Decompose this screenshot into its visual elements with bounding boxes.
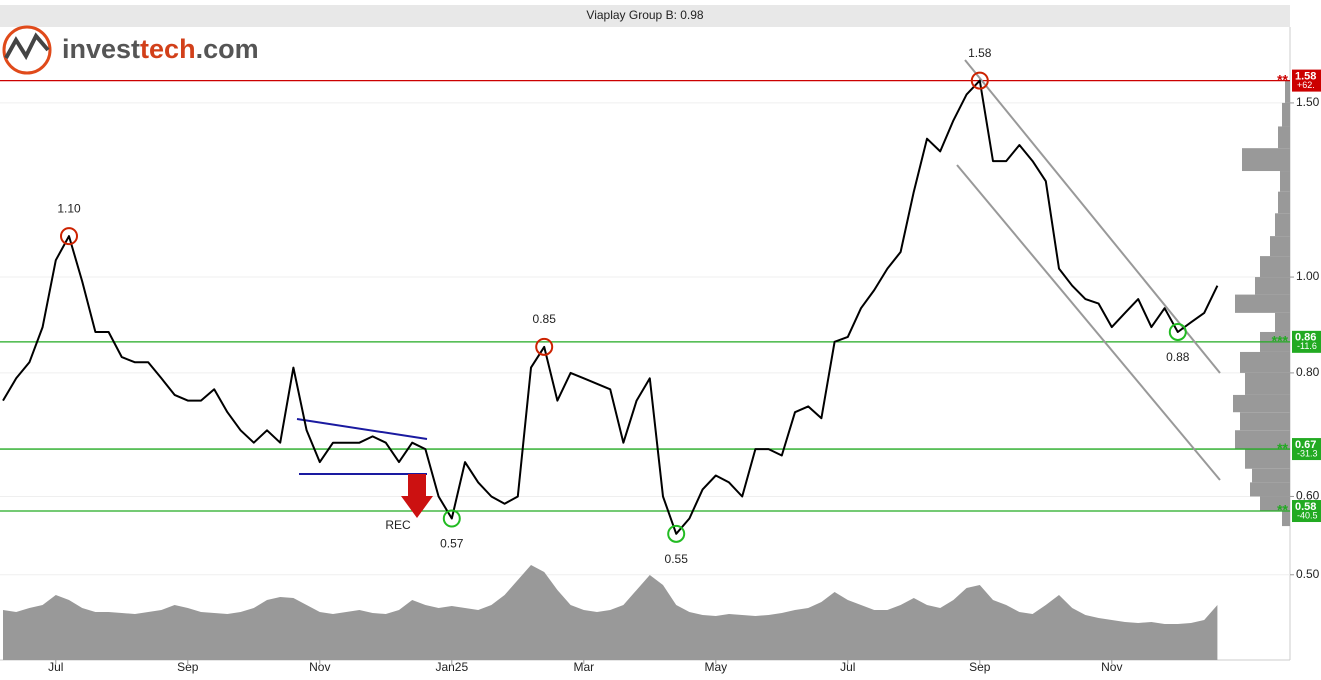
- chart-title: Viaplay Group B: 0.98: [586, 8, 704, 22]
- price-line: [2, 79, 1219, 535]
- x-tick-label: Mar: [573, 660, 594, 674]
- level-tag: [1292, 438, 1321, 461]
- level-tag: [1292, 69, 1321, 92]
- x-tick-label: Jan25: [435, 660, 468, 674]
- price-histogram: [1233, 80, 1290, 527]
- histogram-bar: [1242, 148, 1290, 172]
- pivot-label: 0.55: [665, 552, 689, 566]
- level-value: 1.58: [1295, 71, 1316, 83]
- pivot-marker: [1168, 322, 1187, 341]
- histogram-bar: [1260, 256, 1290, 278]
- x-tick-label: Nov: [1101, 660, 1122, 674]
- trend-lines: [296, 59, 1221, 518]
- title-bar: [0, 5, 1290, 27]
- sell-arrow: [401, 474, 433, 518]
- histogram-bar: [1250, 482, 1290, 497]
- histogram-bar: [1278, 191, 1290, 214]
- y-tick-label: 0.80: [1296, 365, 1320, 379]
- logo-text: investtech.com: [62, 34, 259, 64]
- histogram-bar: [1278, 126, 1290, 149]
- histogram-bar: [1260, 496, 1290, 512]
- histogram-bar: [1275, 312, 1290, 332]
- level-value: 0.58: [1295, 501, 1316, 513]
- level-change: +62.: [1297, 80, 1315, 90]
- logo-ring: [2, 25, 52, 75]
- level-change: -11.6: [1297, 341, 1317, 351]
- histogram-bar: [1285, 80, 1290, 103]
- pivot-marker: [667, 524, 686, 543]
- level-change: -40.5: [1297, 510, 1318, 520]
- level-tag: [1292, 330, 1321, 353]
- histogram-bar: [1240, 412, 1290, 431]
- level-stars: ***: [1272, 333, 1289, 349]
- histogram-bar: [1280, 171, 1290, 192]
- volume-area: [3, 565, 1218, 660]
- logo: investtech.com: [2, 25, 259, 75]
- logo-part: invest: [62, 34, 140, 64]
- pivot-label: 1.58: [968, 46, 992, 60]
- histogram-bar: [1255, 277, 1290, 295]
- x-tick-label: Nov: [309, 660, 330, 674]
- logo-zigzag: [4, 32, 50, 61]
- level-stars: **: [1277, 502, 1288, 518]
- level-change: -31.3: [1297, 448, 1318, 458]
- histogram-bar: [1245, 372, 1290, 395]
- pivot-marker: [60, 227, 78, 246]
- channel-upper: [964, 59, 1221, 374]
- x-tick-label: Jul: [48, 660, 63, 674]
- volume: [3, 565, 1218, 660]
- y-tick-label: 0.50: [1296, 567, 1320, 581]
- histogram-bar: [1245, 449, 1290, 469]
- pivot-label: 0.88: [1166, 350, 1190, 364]
- y-tick-label: 1.00: [1296, 269, 1320, 283]
- pivot-marker: [535, 337, 554, 356]
- pivot-label: 0.57: [440, 537, 464, 551]
- x-tick-label: Jul: [840, 660, 855, 674]
- channel-lower: [956, 164, 1221, 481]
- level-stars: **: [1277, 440, 1288, 456]
- x-tick-label: Sep: [969, 660, 991, 674]
- triangle-upper: [296, 418, 428, 440]
- pivot-marker: [442, 509, 461, 528]
- histogram-bar: [1282, 102, 1290, 127]
- level-value: 0.67: [1295, 439, 1316, 451]
- grid: [0, 102, 1294, 664]
- level-tag: [1292, 500, 1321, 523]
- histogram-bar: [1233, 394, 1290, 413]
- y-tick-label: 0.60: [1296, 489, 1320, 503]
- histogram-bar: [1282, 511, 1290, 527]
- logo-part: .com: [196, 34, 259, 64]
- annotations: 1.10 0.57 0.85 0.55 1.58 0.88: [57, 46, 1189, 566]
- histogram-bar: [1275, 213, 1290, 237]
- histogram-bar: [1252, 468, 1290, 483]
- level-value: 0.86: [1295, 332, 1316, 344]
- pivot-label: 0.85: [533, 312, 557, 326]
- signal-label: REC: [385, 518, 411, 532]
- histogram-bar: [1270, 236, 1290, 257]
- price-line: [2, 79, 1219, 535]
- levels: [0, 79, 1290, 512]
- pivot-marker: [970, 71, 989, 90]
- x-tick-label: May: [704, 660, 727, 674]
- histogram-bar: [1235, 294, 1290, 313]
- histogram-bar: [1235, 430, 1290, 450]
- histogram-bar: [1240, 351, 1290, 373]
- y-tick-label: 1.50: [1296, 95, 1320, 109]
- level-stars: **: [1277, 71, 1288, 87]
- pivot-label: 1.10: [57, 201, 81, 215]
- x-tick-label: Sep: [177, 660, 199, 674]
- logo-part: tech: [140, 34, 196, 64]
